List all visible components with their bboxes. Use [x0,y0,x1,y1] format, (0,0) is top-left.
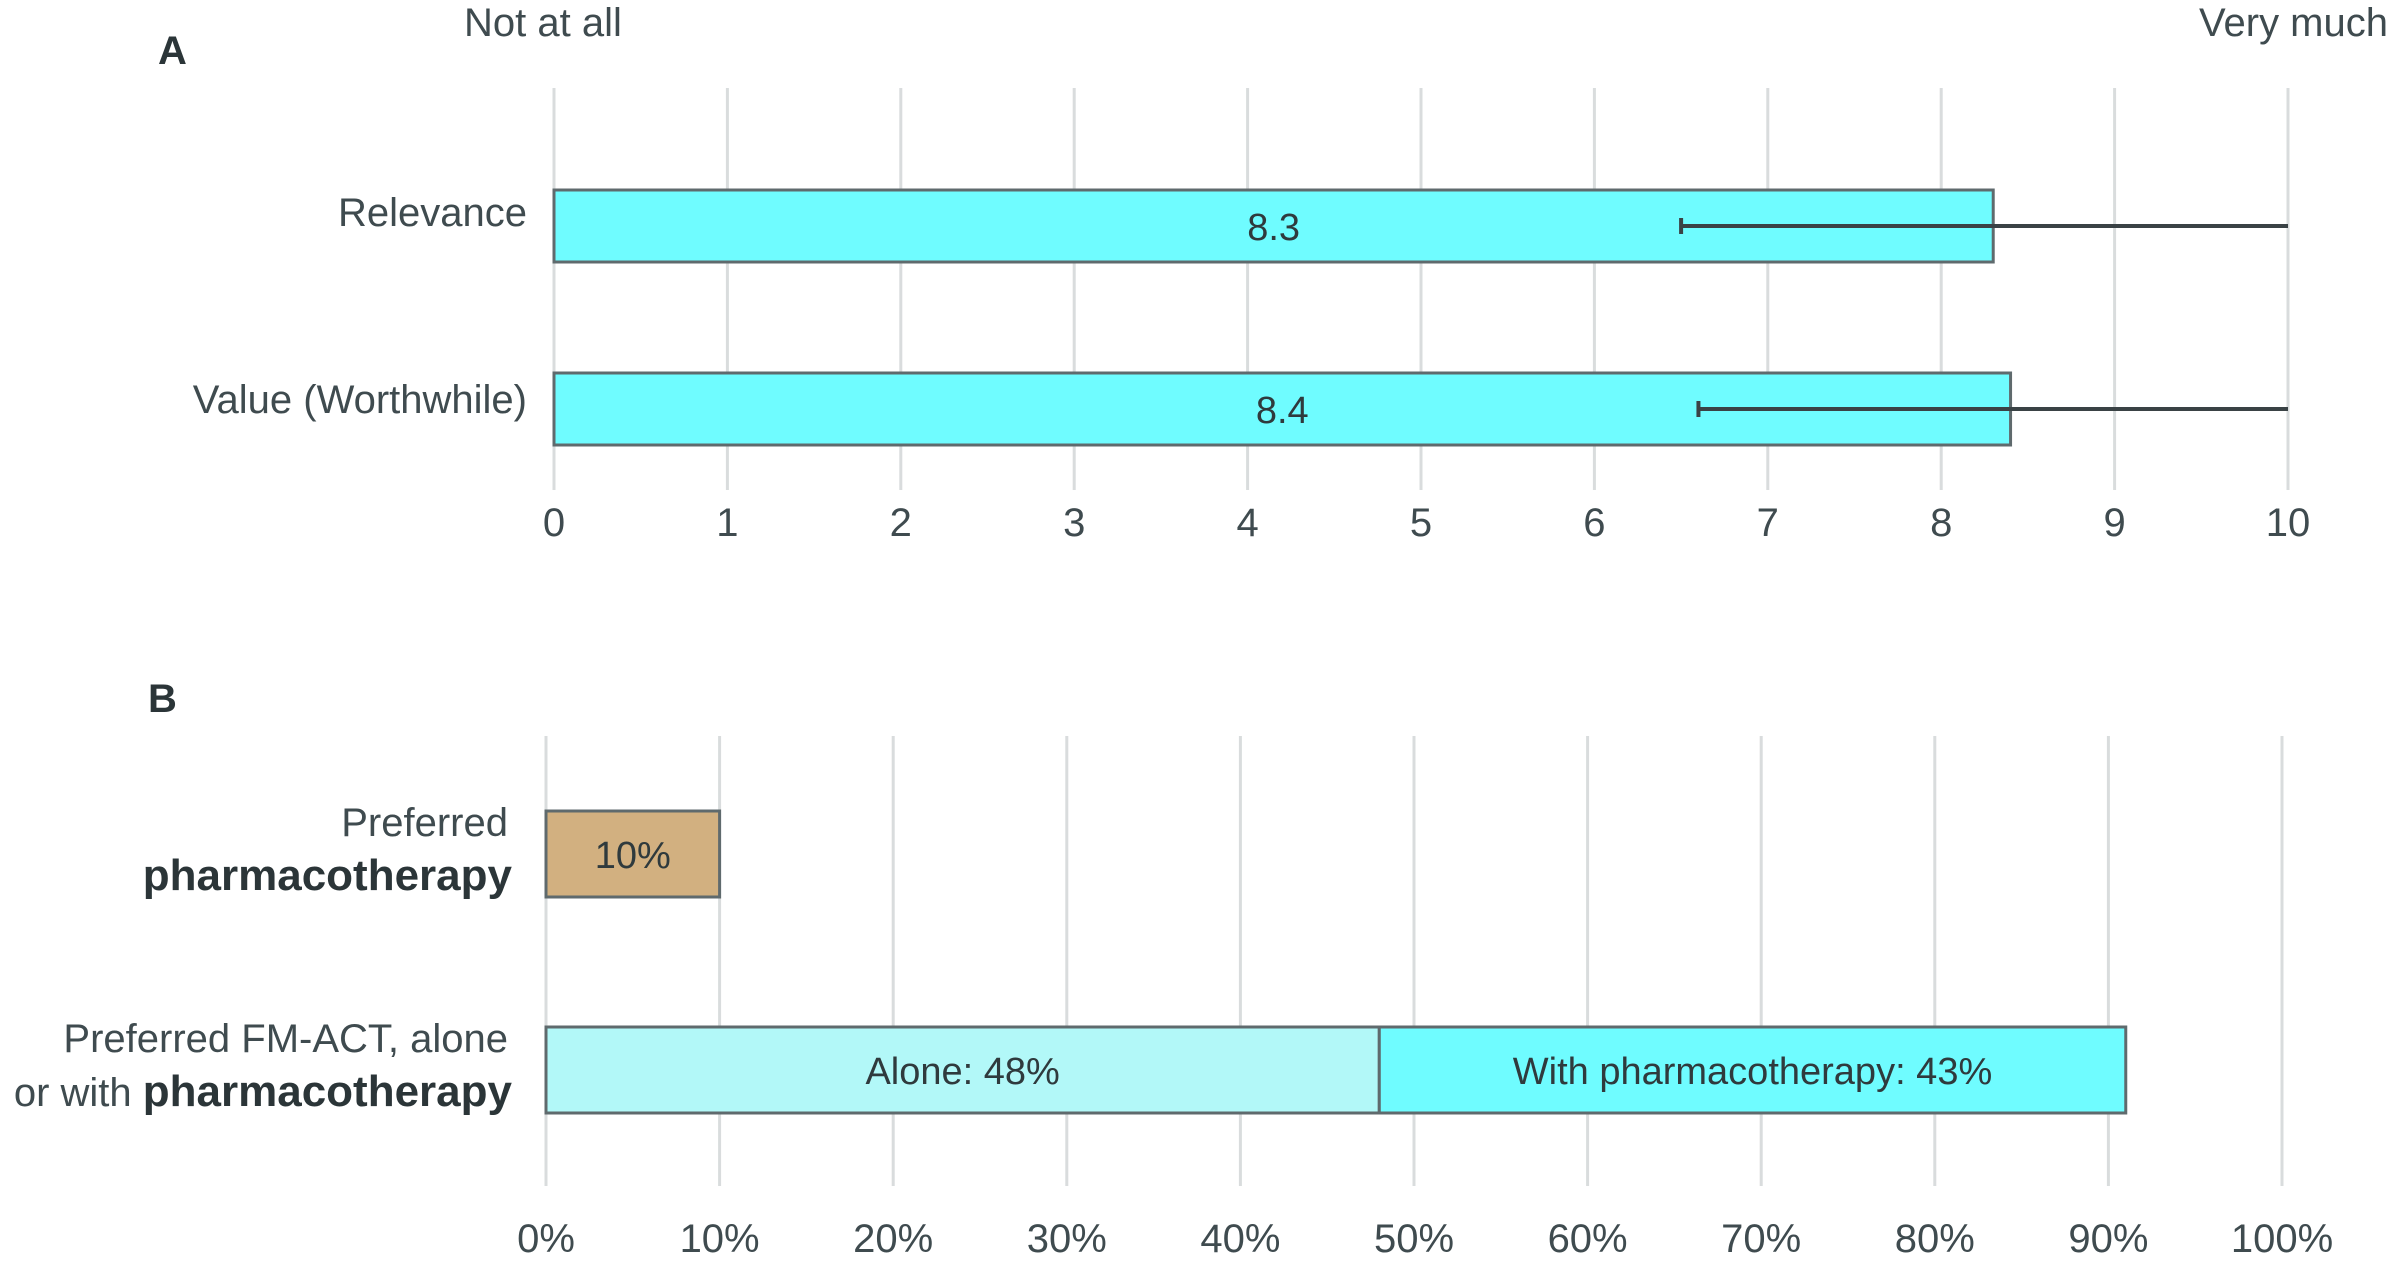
panel-a-x-tick-label: 7 [1757,501,1779,545]
panel-b-bar-segment [1377,1025,2128,1115]
panel-a-error-bar [1696,401,2288,417]
panel-a-bars: 8.3 8.4 [552,188,2288,447]
panel-a-category-label: Relevance [338,191,527,235]
panel-b-category-label-line2: or with pharmacotherapy [14,1067,513,1116]
panel-b-x-tick-label: 100% [2231,1217,2333,1261]
panel-b-x-tick-label: 0% [517,1217,575,1261]
panel-b-category-label-bold: pharmacotherapy [143,1067,513,1116]
panel-a-category-labels: Relevance Value (Worthwhile) [193,191,527,422]
panel-b-x-tick-label: 10% [680,1217,760,1261]
panel-a-x-tick-label: 0 [543,501,565,545]
panel-b-x-tick-label: 80% [1895,1217,1975,1261]
panel-a-value-label: 8.4 [1256,390,1309,432]
panel-b-segment-label: 10% [595,835,671,877]
panel-b-chart: B 10% Alone: 48% With pharmacotherapy: 43%… [14,677,2333,1261]
panel-a-x-tick-label: 9 [2103,501,2125,545]
panel-b-letter: B [148,677,177,721]
panel-a-error-bar [1679,218,2288,234]
panel-b-category-label-line1: Preferred FM-ACT, alone [63,1017,508,1061]
panel-b-x-tick-label: 40% [1200,1217,1280,1261]
panel-b-x-tick-label: 30% [1027,1217,1107,1261]
panel-b-segment-label: Alone: 48% [865,1051,1059,1093]
panel-b-category-label-bold: pharmacotherapy [143,851,513,900]
panel-b-bar-segment [544,1025,1381,1115]
panel-a-letter: A [158,29,187,73]
panel-a-x-tick-label: 6 [1583,501,1605,545]
panel-b-category-labels: Preferred pharmacotherapy Preferred FM-ACT… [14,801,513,1116]
panel-a-x-tick-label: 4 [1236,501,1258,545]
panel-b-bars: 10% Alone: 48% With pharmacotherapy: 43% [544,809,2128,1115]
panel-b-x-tick-label: 90% [2068,1217,2148,1261]
panel-b-x-tick-label: 60% [1548,1217,1628,1261]
panel-b-category-label-line1: Preferred [341,801,508,845]
panel-a-chart: A Not at all Very much 8.3 8.4 Relevance V… [158,1,2388,545]
panel-a-x-tick-label: 1 [716,501,738,545]
anchor-left-label: Not at all [464,1,622,45]
panel-a-value-label: 8.3 [1247,207,1300,249]
panel-a-x-ticks: 0 1 2 3 4 5 6 7 8 9 10 [543,501,2310,545]
panel-b-x-tick-label: 70% [1721,1217,1801,1261]
panel-b-x-tick-label: 20% [853,1217,933,1261]
panel-a-x-tick-label: 2 [890,501,912,545]
panel-b-bar-segment [544,809,722,899]
panel-a-gridlines [552,88,2290,490]
panel-a-x-tick-label: 5 [1410,501,1432,545]
panel-b-x-tick-label: 50% [1374,1217,1454,1261]
panel-b-category-label-regular: or with [14,1071,143,1115]
panel-b-category-label-line2: pharmacotherapy [143,851,513,900]
panel-b-segment-label: With pharmacotherapy: 43% [1513,1051,1992,1093]
panel-a-x-tick-label: 10 [2266,501,2311,545]
panel-a-x-tick-label: 8 [1930,501,1952,545]
panel-a-x-tick-label: 3 [1063,501,1085,545]
panel-b-x-ticks: 0% 10% 20% 30% 40% 50% 60% 70% 80% 90% 100% [517,1217,2333,1261]
panel-b-gridlines [544,736,2284,1186]
anchor-right-label: Very much [2199,1,2388,45]
panel-a-category-label: Value (Worthwhile) [193,378,527,422]
